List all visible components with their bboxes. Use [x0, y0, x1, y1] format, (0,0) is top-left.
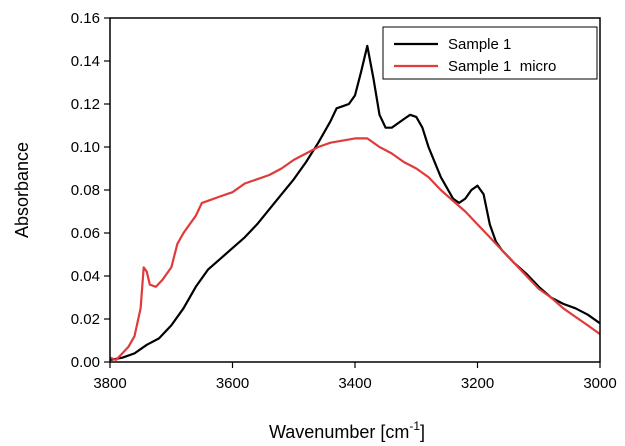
legend-box: [382, 26, 598, 80]
legend: Sample 1 Sample 1 micro: [382, 26, 598, 80]
y-tick-label: 0.02: [71, 311, 100, 328]
y-axis-ticks: 0.00 0.02 0.04 0.06 0.08 0.10 0.12 0.14 0.16: [71, 10, 110, 371]
y-tick-label: 0.10: [71, 139, 100, 156]
y-axis-title: Absorbance: [12, 142, 32, 238]
x-tick-label: 3600: [216, 375, 249, 392]
series-line-sample-1-micro: [109, 137, 601, 361]
y-tick-label: 0.00: [71, 354, 100, 371]
x-tick-label: 3200: [461, 375, 494, 392]
x-axis-title-base: Wavenumber [cm: [269, 422, 409, 442]
x-axis-title: Wavenumber [cm-1]: [269, 419, 425, 442]
y-tick-label: 0.08: [71, 182, 100, 199]
series-layer: [109, 44, 601, 361]
legend-label-sample-1-micro: Sample 1 micro: [448, 58, 556, 75]
y-tick-label: 0.14: [71, 53, 100, 70]
y-tick-label: 0.06: [71, 225, 100, 242]
x-tick-label: 3000: [583, 375, 616, 392]
x-axis-ticks: 3800 3600 3400 3200 3000: [93, 362, 617, 392]
x-tick-label: 3400: [338, 375, 371, 392]
legend-label-sample-1: Sample 1: [448, 36, 511, 53]
x-axis-title-close: ]: [420, 422, 425, 442]
y-tick-label: 0.12: [71, 96, 100, 113]
series-line-sample-1: [109, 44, 601, 361]
y-tick-label: 0.04: [71, 268, 100, 285]
x-tick-label: 3800: [93, 375, 126, 392]
x-axis-title-exponent: -1: [409, 419, 420, 433]
y-tick-label: 0.16: [71, 10, 100, 27]
